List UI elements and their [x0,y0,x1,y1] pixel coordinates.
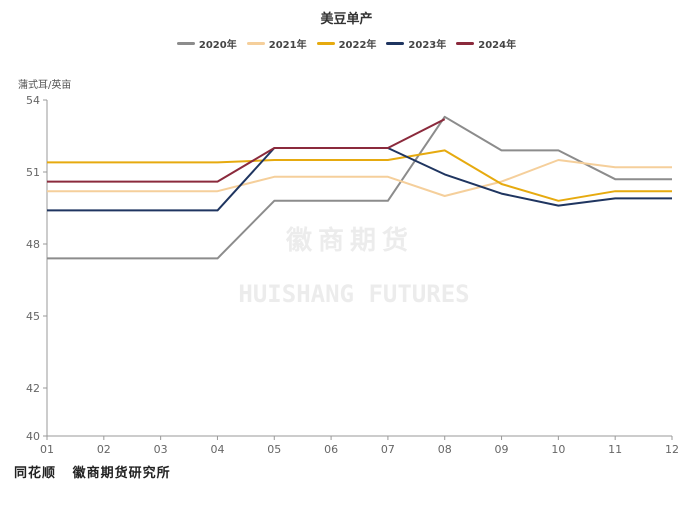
legend-item[interactable]: 2020年 [176,36,237,51]
chart-legend: 2020年 2021年 2022年 2023年 2024年 [0,36,693,51]
x-tick-label: 02 [97,443,111,456]
series-line-2024 [47,118,446,183]
legend-swatch [246,42,265,45]
x-tick-label: 08 [438,443,452,456]
x-tick-label: 01 [40,443,54,456]
series-line-2022 [47,149,672,202]
legend-swatch [176,42,195,45]
series-line-2021 [47,159,672,197]
source-footer: 同花顺 徽商期货研究所 [14,466,171,481]
legend-label: 2023年 [408,40,447,51]
y-tick-label: 40 [26,430,40,443]
watermark-en: HUISHANG FUTURES [238,280,470,308]
chart-title: 美豆单产 [320,12,373,27]
legend-label: 2024年 [478,40,517,51]
x-tick-label: 12 [665,443,679,456]
x-tick-label: 03 [154,443,168,456]
y-tick-label: 54 [26,94,40,107]
x-tick-label: 09 [495,443,509,456]
x-tick-label: 10 [551,443,565,456]
legend-item[interactable]: 2023年 [386,36,446,51]
y-tick-label: 42 [26,382,40,395]
watermark-cn: 徽商期货 [285,226,414,256]
legend-item[interactable]: 2022年 [316,36,377,51]
series-line-2020 [47,115,672,260]
legend-label: 2021年 [268,40,307,51]
y-tick-label: 48 [26,238,40,251]
x-tick-label: 06 [324,443,338,456]
legend-swatch [316,42,335,45]
legend-swatch [386,42,405,45]
legend-label: 2022年 [338,40,377,51]
x-tick-label: 04 [210,443,224,456]
legend-item[interactable]: 2021年 [246,36,307,51]
legend-label: 2020年 [198,40,237,51]
y-tick-label: 45 [26,310,40,323]
legend-item[interactable]: 2024年 [456,36,516,51]
y-tick-label: 51 [26,166,40,179]
legend-swatch [456,42,475,45]
y-axis-unit-label: 蒲式耳/英亩 [18,80,72,91]
x-tick-label: 11 [608,443,622,456]
x-tick-label: 07 [381,443,395,456]
x-tick-label: 05 [267,443,281,456]
